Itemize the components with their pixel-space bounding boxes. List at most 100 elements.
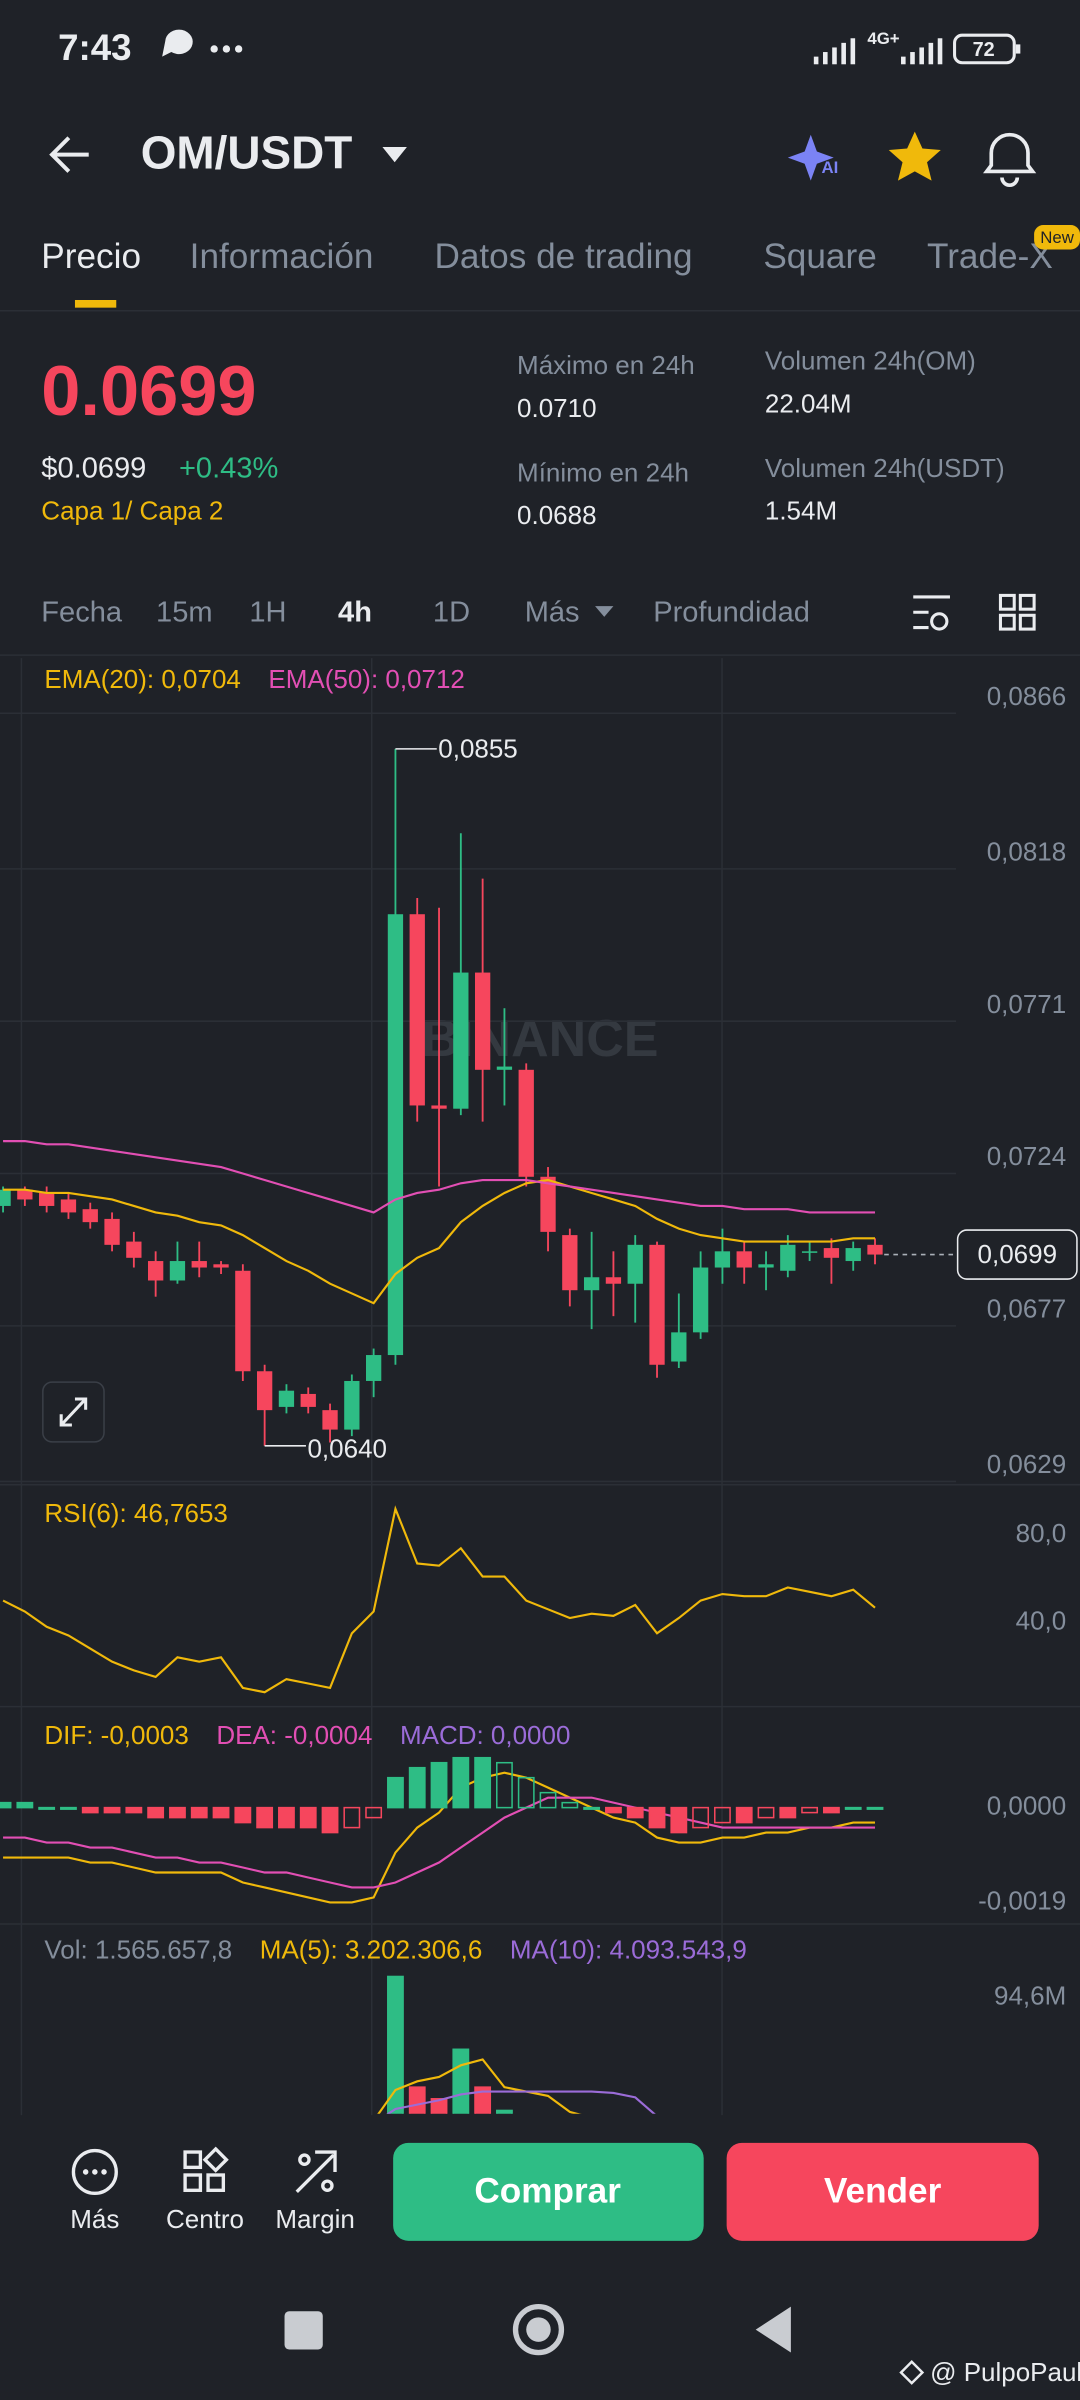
macd-bar	[496, 1761, 513, 1809]
legend-entry: Vol: 1.565.657,8	[44, 1934, 232, 1964]
alert-bell[interactable]	[983, 132, 1037, 187]
y-tick-label: 0,0771	[987, 989, 1067, 1019]
tab[interactable]: Trade-X	[927, 237, 1053, 276]
tab[interactable]: Precio	[41, 237, 141, 276]
macd-bar	[626, 1806, 644, 1819]
tab[interactable]: Información	[190, 237, 374, 276]
legend-entry: MA(5): 3.202.306,6	[260, 1934, 483, 1964]
macd-bar	[714, 1806, 731, 1824]
max-label: 0,0855	[438, 733, 518, 763]
fullscreen-button[interactable]	[42, 1381, 105, 1443]
candle-body	[736, 1251, 752, 1268]
candle-body	[256, 1371, 273, 1411]
macd-bar	[605, 1806, 622, 1814]
candle-body	[562, 1235, 578, 1291]
usd-price: $0.0699	[41, 453, 146, 485]
action-label[interactable]: Margin	[275, 2204, 354, 2234]
candle-body	[322, 1410, 338, 1430]
interval-active[interactable]: 4h	[338, 596, 372, 628]
macd-bar	[81, 1806, 99, 1814]
stat-value: 0.0688	[517, 500, 597, 530]
center-action[interactable]	[183, 2146, 229, 2192]
volume-bar	[474, 2086, 492, 2114]
y-tick-label: -0,0019	[978, 1885, 1066, 1915]
candle-body	[627, 1244, 643, 1284]
macd-bar	[321, 1806, 339, 1834]
action-label[interactable]: Más	[70, 2204, 119, 2234]
indicator-line	[3, 1796, 876, 1889]
battery-level: 72	[973, 39, 995, 61]
interval-more[interactable]: Más	[525, 596, 580, 628]
buy-label[interactable]: Comprar	[474, 2172, 621, 2211]
candle-body	[453, 972, 469, 1109]
buy-button[interactable]	[393, 2142, 704, 2241]
ema-line	[3, 1140, 876, 1214]
interval[interactable]: 1D	[433, 596, 470, 628]
macd-bar	[256, 1806, 274, 1829]
candle-body	[344, 1380, 360, 1430]
legend-entry: DIF: -0,0003	[44, 1720, 188, 1750]
candle-body	[213, 1264, 229, 1268]
legend-entry: MACD: 0,0000	[400, 1720, 570, 1750]
candle-body	[583, 1277, 600, 1291]
chart-frame	[0, 658, 1080, 2116]
macd-bar	[365, 1806, 383, 1819]
layout-button[interactable]	[998, 593, 1036, 631]
macd-bar	[844, 1806, 862, 1810]
favorite-star[interactable]	[888, 131, 941, 181]
more-action[interactable]	[71, 2148, 118, 2196]
margin-action[interactable]	[295, 2150, 337, 2194]
back-button[interactable]	[49, 136, 89, 173]
action-label[interactable]: Centro	[166, 2204, 244, 2234]
pair-title[interactable]: OM/USDT	[141, 126, 353, 178]
nav-recent[interactable]	[284, 2311, 323, 2350]
macd-bar	[0, 1801, 12, 1809]
pair-dropdown[interactable]	[382, 146, 407, 163]
candle-body	[104, 1218, 120, 1245]
sell-label[interactable]: Vender	[824, 2172, 942, 2211]
sell-button[interactable]	[726, 2142, 1039, 2241]
candle-body	[431, 1105, 447, 1109]
candle-body	[300, 1393, 316, 1407]
interval[interactable]: Fecha	[41, 596, 123, 628]
indicator-settings[interactable]	[913, 595, 950, 631]
candle-body	[169, 1261, 186, 1281]
macd-bar	[190, 1806, 208, 1819]
candle-body	[191, 1261, 207, 1268]
chart-panel	[0, 1756, 884, 1904]
more-dots	[210, 45, 243, 53]
battery-icon	[953, 33, 1016, 65]
candle-body	[801, 1251, 818, 1253]
candle-body	[845, 1248, 861, 1262]
y-tick-label: 0,0000	[987, 1790, 1067, 1820]
ema-line	[3, 1178, 876, 1305]
macd-bar	[539, 1791, 557, 1809]
depth[interactable]: Profundidad	[653, 596, 810, 628]
macd-bar	[16, 1801, 34, 1809]
interval[interactable]: 15m	[156, 596, 213, 628]
last-price-box	[956, 1229, 1078, 1280]
indicator-line	[377, 2058, 581, 2114]
tags[interactable]: Capa 1/ Capa 2	[41, 496, 223, 526]
interval[interactable]: 1H	[249, 596, 286, 628]
nav-home-dot	[526, 2317, 551, 2342]
y-tick-label: 0,0866	[987, 681, 1067, 711]
candle-body	[671, 1332, 687, 1362]
nav-home[interactable]	[512, 2303, 565, 2356]
macd-bar	[408, 1766, 426, 1809]
macd-bar	[125, 1806, 143, 1814]
tab[interactable]: Datos de trading	[434, 237, 692, 276]
tab[interactable]: Square	[763, 237, 876, 276]
macd-bar	[757, 1806, 775, 1819]
new-badge: New	[1040, 228, 1075, 247]
candle-body	[823, 1248, 840, 1258]
ai-button[interactable]: AI	[787, 134, 838, 181]
macd-bar	[823, 1806, 840, 1814]
chart-panel	[2, 1505, 876, 1694]
candle-body	[17, 1189, 33, 1200]
candle-body	[518, 1069, 534, 1177]
nav-back[interactable]	[755, 2306, 791, 2353]
candle-body	[0, 1189, 11, 1206]
